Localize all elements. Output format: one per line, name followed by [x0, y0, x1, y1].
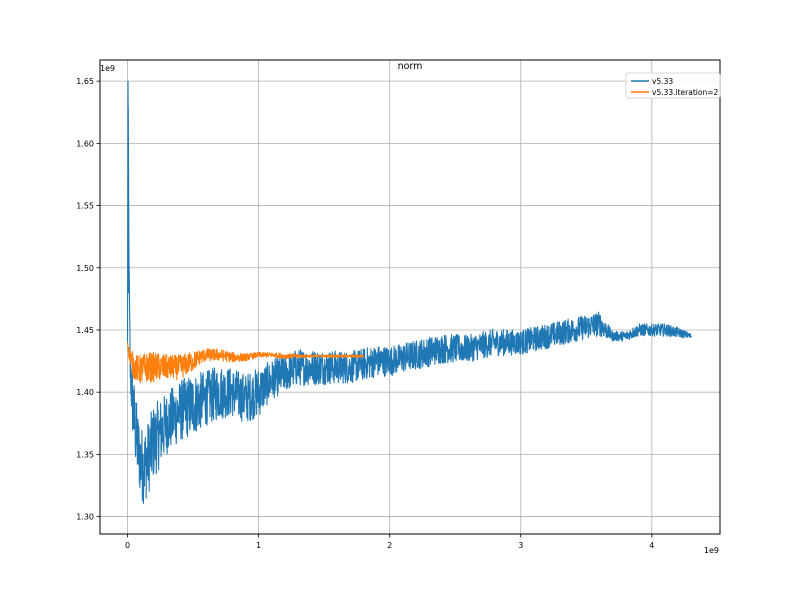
y-offset-label: 1e9: [100, 64, 115, 73]
legend-label-v5-33: v5.33: [652, 77, 673, 86]
legend-box: [625, 72, 721, 99]
plot-frame: [99, 59, 721, 535]
x-tick-label: 3: [518, 541, 523, 550]
x-tick-label: 1: [256, 541, 261, 550]
y-tick-label: 1.30: [76, 513, 94, 522]
y-tick-label: 1.35: [76, 450, 94, 459]
series-line-1: [126, 342, 365, 384]
y-tick-label: 1.65: [76, 77, 94, 86]
chart-title: norm: [398, 61, 423, 72]
legend: v5.33 v5.33.iteration=2: [625, 72, 721, 99]
y-tick-label: 1.50: [76, 264, 94, 273]
x-tick-label: 4: [649, 541, 654, 550]
y-tick-label: 1.40: [76, 388, 94, 397]
series-line-0: [126, 80, 692, 505]
y-tick-label: 1.60: [76, 139, 94, 148]
y-tick-label: 1.55: [76, 202, 94, 211]
ticks: 0 1 2 3 4 1.30 1.35 1.40 1.45 1.50 1.55 1.60 1.65: [76, 77, 654, 550]
x-tick-label: 2: [387, 541, 392, 550]
legend-label-v5-33-iteration-2: v5.33.iteration=2: [652, 88, 718, 97]
series-layer: [126, 80, 692, 505]
y-tick-label: 1.45: [76, 326, 94, 335]
x-tick-label: 0: [125, 541, 130, 550]
x-offset-label: 1e9: [704, 546, 719, 555]
